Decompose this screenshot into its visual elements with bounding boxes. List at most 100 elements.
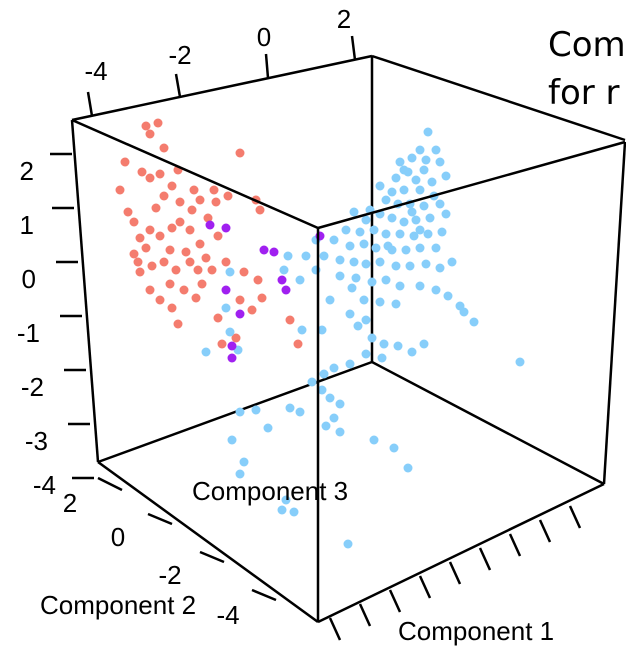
data-point [345,309,355,319]
data-point [179,285,189,295]
data-point [377,353,387,363]
data-point [165,279,175,289]
data-point [221,303,231,313]
data-point [371,243,381,253]
data-point [375,181,385,191]
data-point [223,191,233,201]
data-point [379,339,389,349]
data-point [325,393,335,403]
data-point [135,233,145,243]
bottom-left-tick-mark [251,588,277,602]
data-point [129,249,139,259]
bottom-right-tick-mark [358,603,372,627]
data-point [407,347,417,357]
data-point [255,205,265,215]
data-point [221,257,231,267]
box-edge-top-front-left [71,54,373,122]
box-edge-bottom-front-right [317,482,605,624]
data-point [415,243,425,253]
left-axis-ticks [50,152,94,480]
data-point [173,319,183,329]
data-point [447,257,457,267]
box-edge-back-top [371,54,626,142]
data-point [375,297,385,307]
data-point [381,229,391,239]
data-point [135,267,145,277]
data-point [209,185,219,195]
data-point [355,227,365,237]
data-point [383,241,393,251]
bottom-tick-label: 2 [63,488,77,518]
top-tick-mark [264,53,270,79]
data-point [435,157,445,167]
data-point [369,225,379,235]
data-point [395,157,405,167]
data-point [401,245,411,255]
data-point [387,187,397,197]
data-point [175,217,185,227]
left-tick-label: -3 [25,426,48,456]
data-point [129,217,139,227]
data-point [415,185,425,195]
bottom-tick-label: -4 [216,600,239,630]
data-point [145,225,155,235]
top-tick-label: -2 [168,40,191,70]
data-point [399,185,409,195]
data-point [225,327,235,337]
left-tick-labels: 2 1 0 -1 -2 -3 -4 [17,156,56,500]
data-point [277,505,287,515]
data-point [281,285,291,295]
bottom-left-axis-ticks [97,476,277,602]
top-tick-mark [86,91,94,117]
data-point [307,377,317,387]
bottom-right-tick-mark [328,617,342,641]
bottom-right-tick-mark [418,575,432,599]
data-point [213,313,223,323]
data-point [345,241,355,251]
data-point [227,341,237,351]
data-point [137,167,147,177]
data-point [329,235,339,245]
data-point [317,325,327,335]
data-point [361,215,371,225]
data-point [421,259,431,269]
top-tick-mark [174,73,182,98]
data-point [393,341,403,351]
data-point [297,325,307,335]
data-point [239,457,249,467]
data-point [281,495,291,505]
bottom-right-tick-mark [478,547,492,571]
data-point [335,399,345,409]
data-point [319,251,329,261]
data-point [289,507,299,517]
data-point [347,283,357,293]
data-point [399,217,409,227]
bottom-right-axis-ticks [328,505,582,641]
data-point [419,201,429,211]
data-point [423,127,433,137]
data-point [279,265,289,275]
top-tick-label: -4 [84,56,107,86]
data-point [329,413,339,423]
data-point [145,285,155,295]
top-tick-label: 2 [337,4,351,34]
bottom-left-tick-mark [199,550,225,564]
box-edge-top-front-right [71,118,319,230]
data-point [293,339,303,349]
data-point [195,239,205,249]
data-point [403,463,413,473]
data-point [185,257,195,267]
bottom-left-tick-mark [97,476,123,492]
data-point [235,148,245,158]
data-point [459,307,469,317]
data-point [325,295,335,305]
data-point [319,369,329,379]
data-point [227,353,237,363]
data-point [269,247,279,257]
data-point [205,220,215,230]
data-point [159,191,169,201]
data-point [193,265,203,275]
data-point [415,225,425,235]
data-point [345,359,355,369]
data-point [167,181,177,191]
